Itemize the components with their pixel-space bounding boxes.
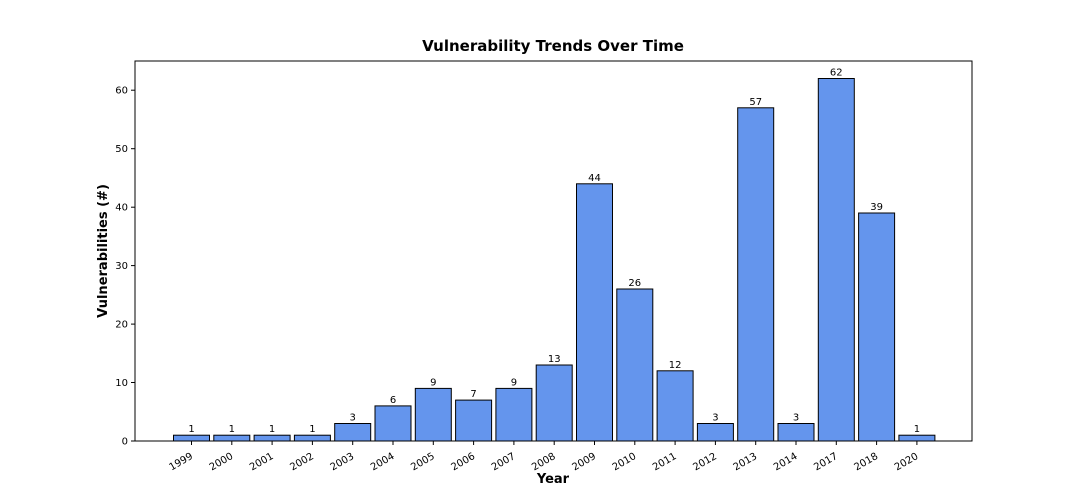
x-tick-label-2000: 2000 bbox=[208, 451, 236, 473]
data-label-2002: 1 bbox=[309, 424, 315, 435]
data-label-2014: 3 bbox=[793, 413, 799, 424]
y-tick-label-20: 20 bbox=[115, 320, 128, 331]
y-tick-label-30: 30 bbox=[115, 261, 128, 272]
bar-2001 bbox=[253, 434, 291, 442]
x-axis: 1999 2000 2001 2002 2003 2004 2005 2006 2007 2008… bbox=[167, 441, 920, 473]
x-tick-label-2020: 2020 bbox=[893, 451, 921, 473]
data-label-2018: 39 bbox=[870, 202, 883, 213]
x-tick-label-2017: 2017 bbox=[812, 451, 840, 473]
y-axis-label: Vulnerabilities (#) bbox=[96, 184, 111, 318]
bar-2002 bbox=[293, 434, 331, 442]
data-label-2010: 26 bbox=[628, 278, 641, 289]
x-tick-label-2012: 2012 bbox=[691, 451, 719, 473]
x-tick-label-2010: 2010 bbox=[611, 451, 639, 473]
x-tick-label-2018: 2018 bbox=[853, 451, 881, 473]
x-tick-label-2014: 2014 bbox=[772, 451, 800, 473]
data-label-2007: 9 bbox=[511, 377, 517, 388]
bar-2000 bbox=[213, 434, 251, 442]
y-tick-label-50: 50 bbox=[115, 144, 128, 155]
bar-2009 bbox=[576, 183, 613, 442]
bar-1999 bbox=[173, 434, 210, 442]
data-label-2013: 57 bbox=[749, 97, 762, 108]
x-tick-label-2011: 2011 bbox=[651, 451, 679, 473]
x-tick-label-2002: 2002 bbox=[288, 451, 316, 473]
y-tick-label-40: 40 bbox=[115, 203, 128, 214]
bar-2020 bbox=[898, 434, 936, 442]
data-label-2012: 3 bbox=[712, 413, 718, 424]
bar-2014 bbox=[777, 423, 815, 442]
y-tick-label-60: 60 bbox=[115, 86, 128, 97]
y-tick-label-10: 10 bbox=[115, 378, 128, 389]
x-tick-label-2005: 2005 bbox=[409, 451, 437, 473]
data-label-2009: 44 bbox=[588, 173, 601, 184]
bar-2013 bbox=[737, 107, 775, 442]
x-tick-label-2001: 2001 bbox=[248, 451, 276, 473]
x-axis-label: Year bbox=[536, 472, 570, 487]
x-tick-label-2004: 2004 bbox=[369, 451, 397, 473]
x-tick-label-1999: 1999 bbox=[167, 451, 195, 473]
data-label-2008: 13 bbox=[548, 354, 561, 365]
x-tick-label-2009: 2009 bbox=[570, 451, 598, 473]
chart-title: Vulnerability Trends Over Time bbox=[422, 37, 684, 55]
bar-2018 bbox=[858, 212, 896, 442]
data-label-2017: 62 bbox=[830, 68, 843, 79]
data-label-2004: 6 bbox=[390, 395, 396, 406]
y-axis: 0 10 20 30 40 50 60 bbox=[115, 86, 135, 448]
x-tick-label-2006: 2006 bbox=[450, 451, 478, 473]
data-label-2005: 9 bbox=[430, 377, 436, 388]
data-label-2001: 1 bbox=[269, 424, 275, 435]
y-tick-label-0: 0 bbox=[122, 437, 128, 448]
data-label-2000: 1 bbox=[229, 424, 235, 435]
bar-2010 bbox=[616, 288, 654, 442]
x-tick-label-2003: 2003 bbox=[329, 451, 357, 473]
data-label-2006: 7 bbox=[470, 389, 476, 400]
x-tick-label-2007: 2007 bbox=[490, 451, 518, 473]
x-tick-label-2013: 2013 bbox=[732, 451, 760, 473]
x-tick-label-2008: 2008 bbox=[530, 451, 558, 473]
data-label-2003: 3 bbox=[350, 413, 356, 424]
bar-2008 bbox=[535, 364, 573, 442]
bar-2017 bbox=[817, 78, 855, 442]
data-label-2011: 12 bbox=[669, 360, 682, 371]
data-label-2020: 1 bbox=[914, 424, 920, 435]
bar-2011 bbox=[656, 370, 694, 442]
bar-2005 bbox=[414, 387, 452, 442]
bar-2012 bbox=[696, 423, 734, 442]
bar-2006 bbox=[455, 399, 493, 442]
plot-frame bbox=[134, 60, 973, 442]
bar-2007 bbox=[495, 387, 533, 442]
data-label-1999: 1 bbox=[188, 424, 194, 435]
bar-2004 bbox=[374, 405, 412, 442]
bar-2003 bbox=[334, 423, 372, 442]
